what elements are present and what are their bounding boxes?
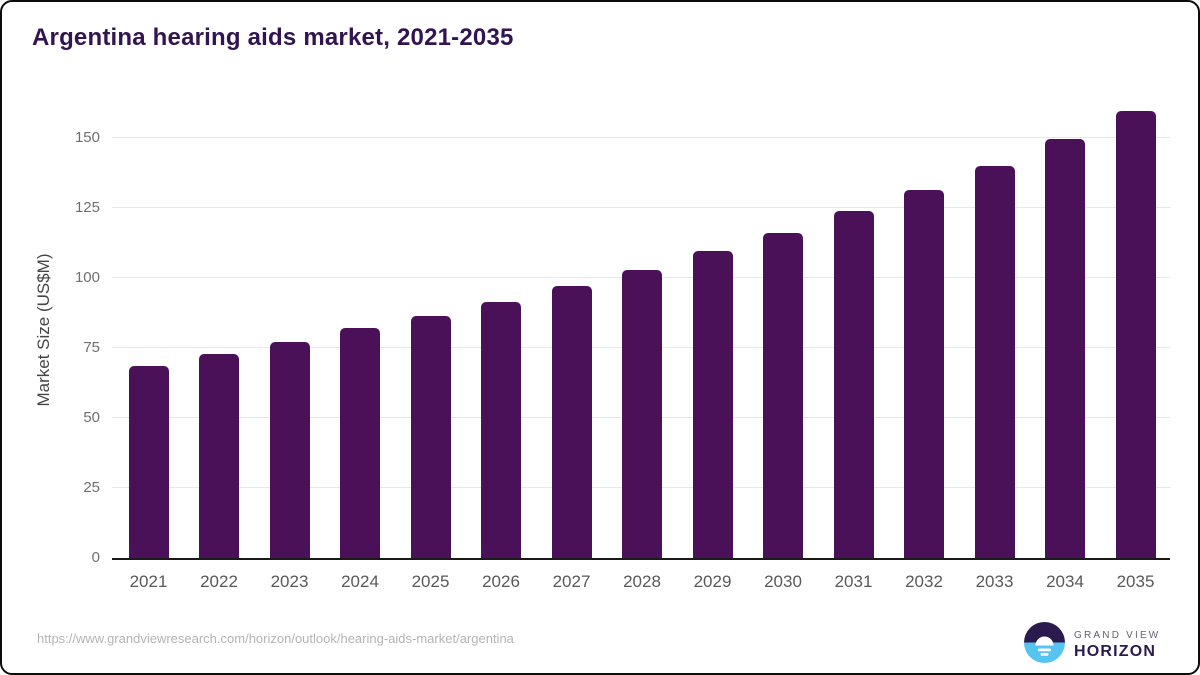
gridline-125 bbox=[112, 207, 1170, 208]
bar-2021[interactable] bbox=[128, 366, 169, 558]
y-tick-label-0: 0 bbox=[91, 549, 100, 566]
horizon-logo-icon bbox=[1024, 622, 1065, 668]
x-tick-label-2025: 2025 bbox=[411, 572, 450, 591]
source-url: https://www.grandviewresearch.com/horizo… bbox=[37, 631, 514, 646]
x-tick-label-2024: 2024 bbox=[341, 572, 379, 591]
x-tick-label-2021: 2021 bbox=[129, 572, 168, 591]
y-axis-title: Market Size (US$M) bbox=[34, 253, 53, 407]
x-tick-label-2031: 2031 bbox=[834, 572, 873, 591]
gridline-150 bbox=[112, 137, 1170, 138]
plot-area: 0 25 50 75 100 125 150 2021 2022 2023 2024 2025 2026… bbox=[75, 100, 1170, 591]
y-tick-label-50: 50 bbox=[83, 409, 100, 426]
bar-2026[interactable] bbox=[481, 301, 521, 558]
chart-title: Argentina hearing aids market, 2021-2035 bbox=[32, 24, 514, 51]
x-tick-label-2030: 2030 bbox=[764, 572, 802, 591]
bar-2025[interactable] bbox=[410, 315, 451, 558]
x-tick-label-2032: 2032 bbox=[905, 572, 943, 591]
bar-2029[interactable] bbox=[692, 251, 733, 558]
x-tick-label-2033: 2033 bbox=[975, 572, 1014, 591]
bar-2033[interactable] bbox=[974, 166, 1015, 558]
x-tick-label-2026: 2026 bbox=[482, 572, 520, 591]
bar-2034[interactable] bbox=[1045, 139, 1085, 558]
x-tick-label-2035: 2035 bbox=[1116, 572, 1155, 591]
bar-2035[interactable] bbox=[1115, 111, 1156, 558]
x-tick-label-2023: 2023 bbox=[270, 572, 309, 591]
y-tick-label-150: 150 bbox=[74, 129, 100, 146]
y-tick-label-75: 75 bbox=[83, 339, 100, 356]
x-tick-label-2022: 2022 bbox=[200, 572, 238, 591]
bar-2030[interactable] bbox=[763, 233, 803, 558]
y-tick-label-100: 100 bbox=[74, 269, 100, 286]
x-tick-label-2028: 2028 bbox=[623, 572, 661, 591]
bar-2028[interactable] bbox=[622, 269, 662, 558]
bar-2022[interactable] bbox=[199, 353, 239, 558]
bar-2032[interactable] bbox=[904, 189, 944, 558]
brand-logo: GRAND VIEW HORIZON bbox=[1024, 622, 1160, 668]
bar-2027[interactable] bbox=[551, 286, 592, 558]
x-tick-label-2029: 2029 bbox=[693, 572, 732, 591]
logo-brand-name: GRAND VIEW bbox=[1074, 629, 1161, 641]
bar-2031[interactable] bbox=[833, 210, 874, 558]
bar-2023[interactable] bbox=[269, 342, 310, 558]
logo-product-name: HORIZON bbox=[1074, 642, 1157, 660]
y-tick-label-125: 125 bbox=[74, 199, 100, 216]
logo-text: GRAND VIEW HORIZON bbox=[1074, 630, 1160, 661]
y-tick-label-25: 25 bbox=[83, 479, 100, 496]
bar-2024[interactable] bbox=[340, 328, 380, 558]
x-tick-label-2027: 2027 bbox=[552, 572, 591, 591]
x-tick-label-2034: 2034 bbox=[1046, 572, 1084, 591]
